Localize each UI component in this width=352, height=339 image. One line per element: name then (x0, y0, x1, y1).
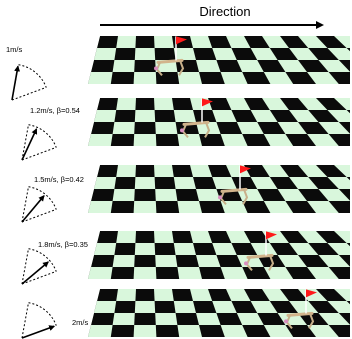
flag-icon (265, 231, 277, 256)
robot-icon (284, 311, 315, 330)
velocity-arrow-icon (21, 124, 57, 161)
checkerboard (88, 289, 350, 337)
checkerboard (88, 165, 350, 213)
flag-icon (305, 289, 317, 314)
flag-icon (239, 165, 251, 190)
robot-icon (218, 187, 249, 206)
scene-row (21, 289, 350, 339)
robot-icon (244, 253, 275, 272)
speed-label: 1.2m/s, β=0.54 (30, 106, 80, 115)
speed-label: 1.5m/s, β=0.42 (34, 175, 84, 184)
robot-icon (154, 58, 185, 77)
checkerboard (88, 231, 350, 279)
velocity-arrow-icon (21, 248, 57, 285)
scene-row (21, 165, 350, 223)
scene-row (11, 36, 350, 101)
flag-icon (175, 36, 187, 61)
scene-row (21, 231, 350, 285)
flag-icon (201, 98, 213, 123)
velocity-arrow-icon (21, 302, 57, 339)
direction-title: Direction (199, 4, 251, 19)
checkerboard (88, 36, 350, 84)
speed-label: 1.8m/s, β=0.35 (38, 240, 88, 249)
speed-label: 2m/s (72, 318, 89, 327)
speed-label: 1m/s (6, 45, 23, 54)
velocity-arrow-icon (11, 64, 47, 101)
robot-icon (180, 120, 211, 139)
velocity-arrow-icon (21, 186, 57, 223)
